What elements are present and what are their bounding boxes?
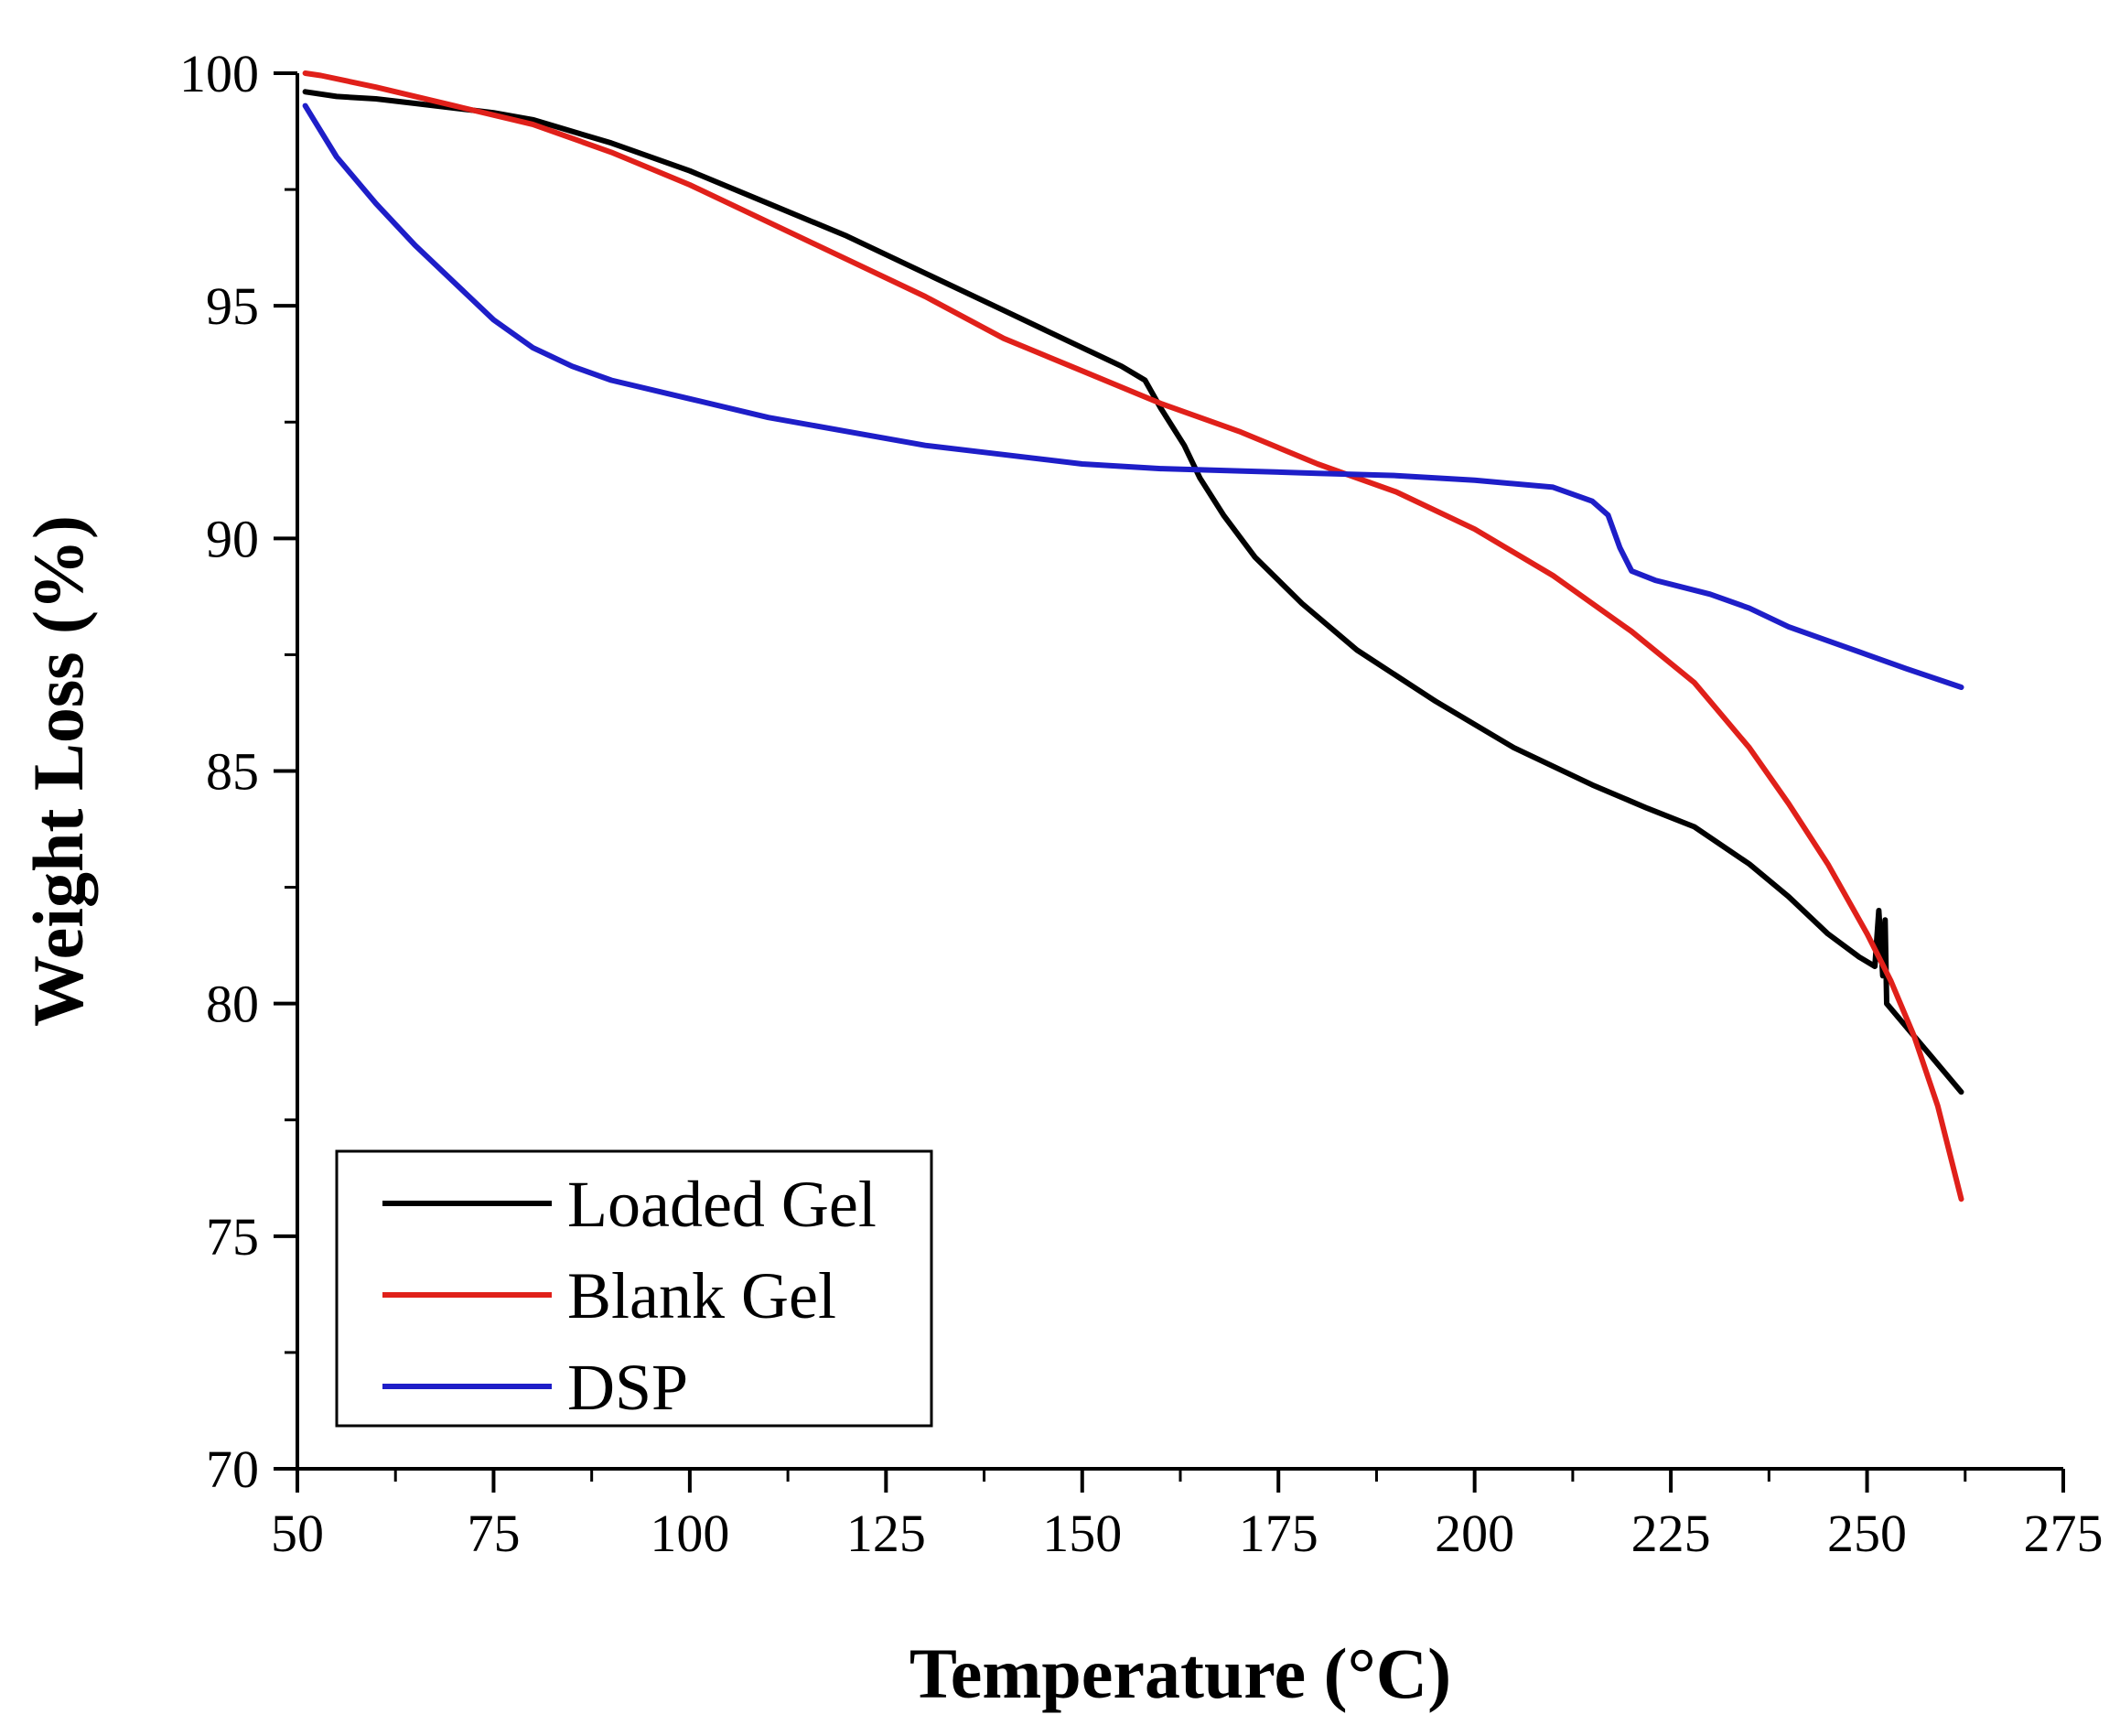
legend-label: Blank Gel	[567, 1259, 836, 1332]
x-tick-label: 200	[1435, 1504, 1514, 1563]
legend-box	[335, 1149, 933, 1428]
y-axis-title: Weight Loss (%)	[18, 515, 98, 1027]
x-tick-label: 175	[1239, 1504, 1318, 1563]
series-line-loaded-gel	[302, 89, 1964, 1095]
y-tick-label: 70	[206, 1439, 259, 1499]
series-layer	[302, 70, 1964, 1202]
y-tick-label: 80	[206, 975, 259, 1034]
legend-label: Loaded Gel	[567, 1168, 877, 1241]
series-line-dsp	[302, 102, 1964, 690]
x-tick-label: 75	[467, 1504, 520, 1563]
x-tick-label: 100	[650, 1504, 729, 1563]
y-tick-label: 75	[206, 1207, 259, 1267]
y-tick-label: 85	[206, 742, 259, 802]
x-tick-label: 250	[1827, 1504, 1907, 1563]
x-tick-label: 225	[1631, 1504, 1711, 1563]
axes-frame: 50 75 100 125 150 175 200 225 250 275 70 75 80 85 90 95…	[179, 44, 2104, 1563]
x-tick-label: 150	[1042, 1504, 1122, 1563]
x-axis-title: Temperature (°C)	[909, 1634, 1451, 1713]
x-tick-label: 125	[846, 1504, 926, 1563]
y-tick-label: 90	[206, 509, 259, 568]
x-tick-label: 275	[2024, 1504, 2104, 1563]
x-tick-label: 50	[271, 1504, 324, 1563]
legend: Loaded Gel Blank Gel DSP	[335, 1149, 933, 1428]
legend-label: DSP	[567, 1351, 688, 1424]
y-tick-label: 100	[179, 44, 259, 103]
y-tick-label: 95	[206, 276, 259, 336]
series-line-blank-gel	[302, 70, 1964, 1202]
